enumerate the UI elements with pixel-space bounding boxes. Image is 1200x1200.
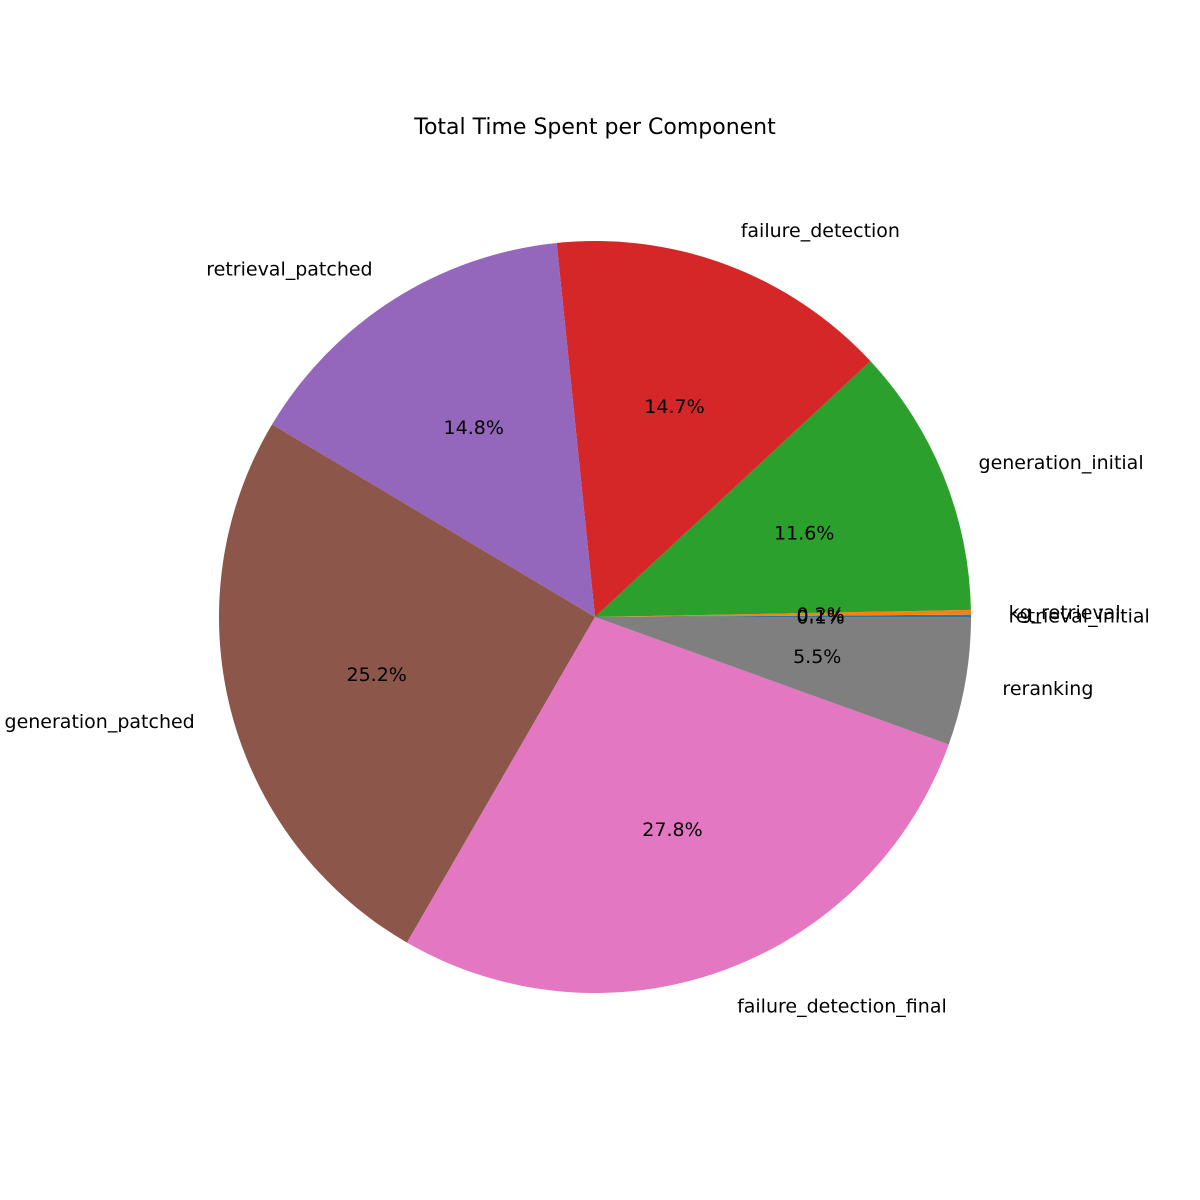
- pie-slice-kg-retrieval: [595, 609, 971, 617]
- pie-slice-generation-patched: [218, 424, 595, 943]
- slice-label-reranking: reranking: [1002, 678, 1093, 700]
- chart-title: Total Time Spent per Component: [413, 115, 776, 140]
- pie-slice-generation-initial: [595, 361, 971, 617]
- pie-slice-failure-detection: [556, 240, 871, 618]
- slice-label-generation-initial: generation_initial: [979, 452, 1144, 474]
- slice-label-retrieval-patched: retrieval_patched: [206, 258, 372, 280]
- pie-slice-retrieval-initial: [595, 614, 971, 617]
- slice-pct-retrieval-patched: 14.8%: [444, 417, 504, 439]
- pie-slice-failure-detection-final: [407, 617, 949, 994]
- slice-label-kg-retrieval: kg_retrieval: [1009, 602, 1121, 624]
- slice-label-failure-detection: failure_detection: [741, 220, 900, 242]
- pie-slice-reranking: [595, 617, 971, 745]
- slice-pct-failure-detection-final: 27.8%: [642, 819, 702, 841]
- pie-slice-retrieval-patched: [272, 242, 595, 617]
- slice-pct-retrieval-initial: 0.1%: [796, 606, 844, 628]
- slice-label-failure-detection-final: failure_detection_final: [737, 995, 947, 1017]
- slice-pct-generation-patched: 25.2%: [347, 664, 407, 686]
- slice-pct-generation-initial: 11.6%: [774, 523, 834, 545]
- slice-pct-reranking: 5.5%: [793, 646, 841, 668]
- slice-label-generation-patched: generation_patched: [5, 711, 195, 733]
- slice-pct-failure-detection: 14.7%: [644, 396, 704, 418]
- slices-layer: [218, 240, 971, 994]
- slice-pct-kg-retrieval: 0.2%: [796, 604, 844, 626]
- pct-layer: 0.1%0.2% 11.6% 14.7% 14.8% 25.2% 27.8% 5.5%: [347, 396, 845, 841]
- slice-label-retrieval-initial: retrieval_initial: [1009, 606, 1150, 628]
